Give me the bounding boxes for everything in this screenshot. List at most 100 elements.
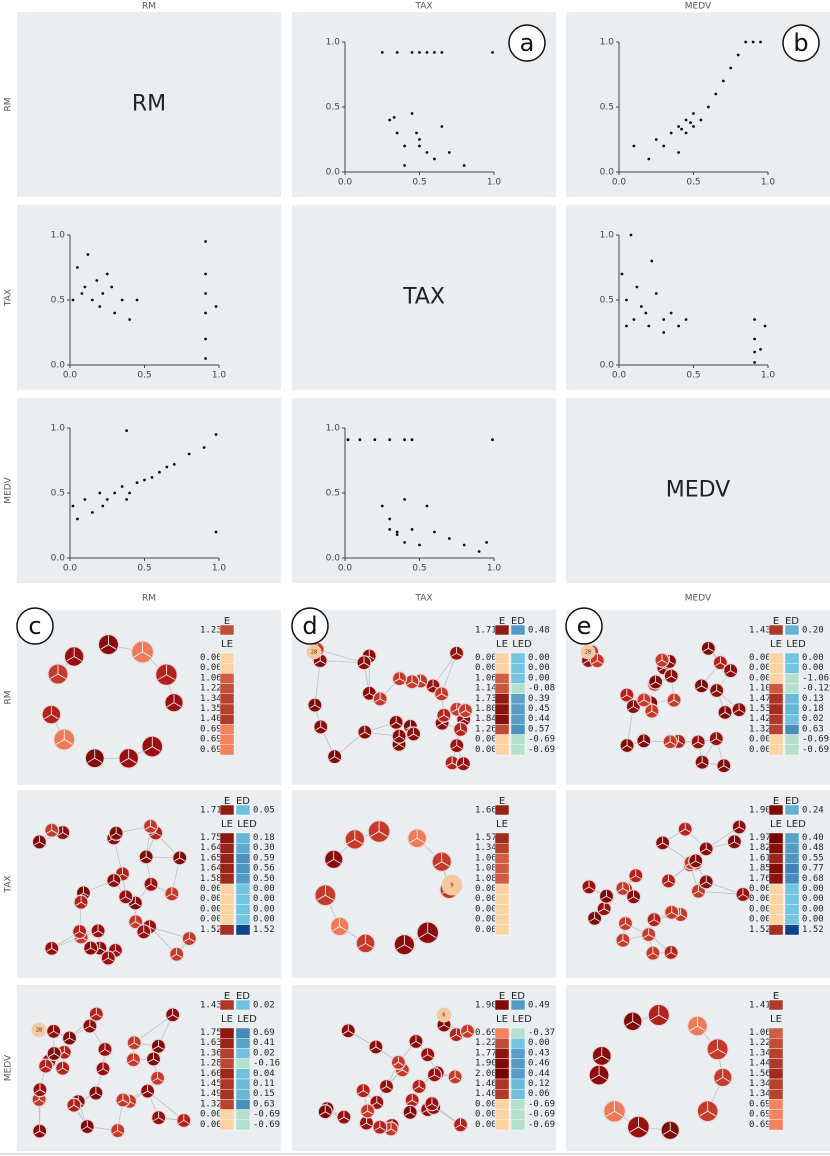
node-glyph (700, 842, 712, 853)
diagonal-label: RM (132, 92, 166, 117)
node-glyph (410, 1035, 422, 1045)
node-glyph (371, 1096, 383, 1106)
scatter-point (204, 357, 207, 360)
y-tick-label: 1.0 (600, 231, 615, 241)
led-cell (510, 1088, 526, 1100)
node-glyph (696, 679, 707, 690)
panel (292, 398, 556, 583)
panel (17, 205, 281, 390)
e-cell (219, 804, 235, 816)
scatter-point (447, 537, 451, 540)
node-glyph (144, 737, 161, 752)
scatter-point (639, 305, 643, 308)
le-value: 1.06 (475, 673, 497, 683)
node-glyph (40, 1060, 51, 1070)
scatter-point (187, 452, 191, 456)
led-cell (235, 873, 251, 885)
le-cell (494, 693, 510, 705)
e-cell (494, 999, 510, 1011)
le-value: 1.06 (749, 1028, 771, 1038)
scatter-point (707, 105, 710, 109)
scatter-point (418, 543, 421, 547)
le-cell (494, 863, 510, 874)
le-cell (768, 693, 784, 705)
le-cell (768, 744, 784, 756)
panel-letter-badge (291, 607, 329, 645)
x-tick-label: 0.5 (412, 564, 426, 574)
node-glyph (152, 1072, 163, 1082)
node-glyph (370, 1040, 382, 1051)
led-value: 0.00 (253, 915, 275, 925)
le-value: 0.00 (200, 1110, 222, 1120)
le-cell (494, 683, 510, 694)
x-tick-label: 1.0 (212, 564, 227, 574)
panel-letter: a (520, 29, 535, 57)
scatter-point (447, 151, 451, 154)
scatter-point (380, 51, 384, 54)
scatter-point (425, 151, 429, 154)
scatter-point (410, 528, 414, 531)
le-value: 0.69 (200, 735, 222, 745)
scatter-point (654, 138, 658, 141)
panel (566, 205, 830, 390)
led-value: 0.00 (253, 884, 275, 894)
node-glyph (643, 928, 655, 938)
led-cell (235, 843, 251, 854)
led-cell (235, 1058, 251, 1069)
scatter-point (759, 40, 762, 44)
led-value: 0.00 (802, 884, 824, 894)
le-value: 1.80 (475, 704, 497, 714)
scatter-point (346, 438, 350, 442)
le-cell (219, 724, 235, 735)
node-glyph (647, 947, 659, 957)
node-glyph (715, 1069, 730, 1082)
scatter-point (373, 438, 377, 442)
node-glyph (50, 664, 66, 679)
le-cell (768, 914, 784, 925)
node-glyph (589, 912, 600, 922)
le-cell (494, 1088, 510, 1100)
node-glyph (171, 948, 182, 958)
node-glyph (138, 925, 150, 936)
node-glyph (338, 1111, 350, 1121)
le-cell (768, 863, 784, 874)
isolated-node (31, 1022, 47, 1038)
node-glyph (309, 699, 321, 709)
led-value: -0.69 (802, 735, 829, 745)
le-value: 1.28 (200, 1059, 222, 1069)
node-glyph (438, 709, 450, 719)
scatter-point (753, 350, 756, 354)
led-cell (784, 673, 800, 684)
led-cell (510, 1099, 526, 1110)
le-cell (768, 724, 784, 735)
node-label: 28 (36, 1028, 42, 1034)
legend-header: E (773, 796, 779, 807)
panel (566, 985, 830, 1151)
node-glyph (620, 917, 631, 927)
led-value: -0.69 (253, 1110, 280, 1120)
le-value: 1.52 (200, 925, 222, 935)
le-cell (219, 714, 235, 725)
led-cell (510, 744, 526, 756)
le-cell (494, 703, 510, 715)
panel (17, 12, 281, 197)
led-cell (784, 853, 800, 864)
scatter-point (83, 498, 87, 501)
node-glyph (319, 1105, 331, 1116)
led-value: 0.55 (802, 853, 824, 863)
scatter-point (110, 285, 114, 289)
led-value: 0.68 (802, 874, 824, 884)
e-cell (768, 624, 784, 636)
led-cell (235, 1088, 251, 1100)
led-value: 0.02 (802, 714, 824, 724)
scatter-point (763, 324, 767, 328)
le-cell (768, 853, 784, 864)
scatter-point (692, 125, 695, 128)
le-cell (494, 1119, 510, 1131)
node-glyph (329, 750, 340, 761)
le-cell (494, 924, 510, 936)
le-cell (494, 724, 510, 735)
legend-header: E (224, 616, 230, 627)
node-glyph (406, 675, 418, 686)
le-value: 1.63 (200, 1038, 222, 1048)
